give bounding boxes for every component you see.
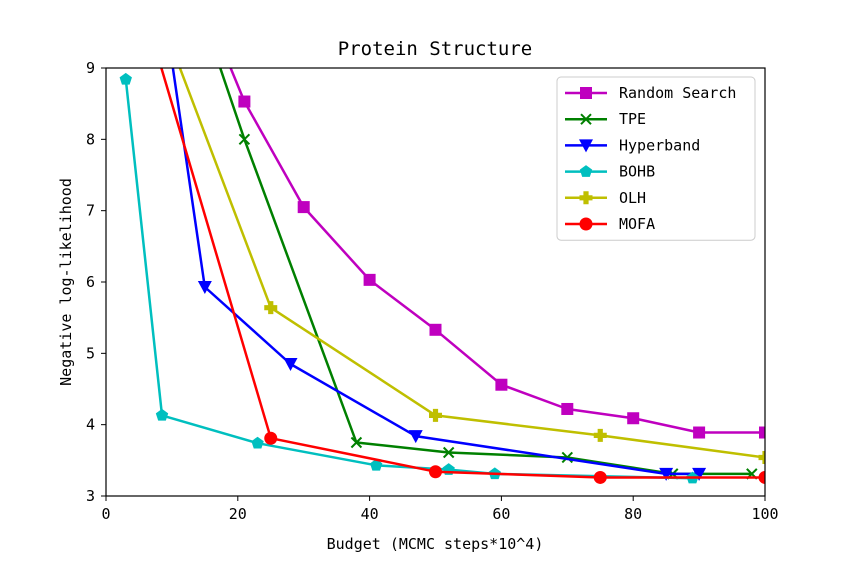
legend-marker	[580, 113, 592, 125]
data-point-random-search	[495, 378, 508, 391]
legend-item-random-search: Random Search	[565, 84, 736, 102]
legend-label: TPE	[619, 110, 646, 128]
y-tick-label: 3	[86, 487, 95, 505]
data-point-tpe	[442, 446, 455, 459]
y-tick-label: 6	[86, 273, 95, 291]
data-point-tpe	[350, 436, 363, 449]
data-point-olh	[429, 408, 442, 422]
data-point-random-search	[759, 426, 765, 439]
legend-item-tpe: TPE	[565, 110, 646, 128]
data-point-bohb	[370, 458, 383, 471]
y-tick-label: 9	[86, 59, 95, 77]
data-point-bohb	[251, 436, 264, 449]
x-tick-label: 40	[361, 505, 379, 523]
x-tick-label: 80	[624, 505, 642, 523]
series-hyperband	[171, 68, 707, 481]
legend-marker	[579, 139, 593, 153]
data-point-olh	[758, 450, 765, 464]
data-point-random-search	[693, 426, 706, 439]
legend-marker	[579, 191, 593, 205]
y-tick-label: 7	[86, 202, 95, 220]
y-tick-label: 8	[86, 130, 95, 148]
x-tick-label: 20	[229, 505, 247, 523]
legend-label: OLH	[619, 189, 646, 207]
data-point-random-search	[363, 273, 376, 286]
legend-marker	[579, 217, 593, 231]
legend-item-bohb: BOHB	[565, 163, 655, 181]
data-point-random-search	[297, 201, 310, 214]
data-point-mofa	[593, 470, 607, 484]
data-point-hyperband	[197, 280, 212, 294]
x-tick-label: 0	[101, 505, 110, 523]
data-point-tpe	[561, 451, 574, 464]
data-point-mofa	[264, 431, 278, 445]
data-point-bohb	[119, 72, 132, 85]
legend-label: MOFA	[619, 215, 655, 233]
data-point-tpe	[238, 133, 251, 146]
legend-item-mofa: MOFA	[565, 215, 655, 233]
x-tick-label: 100	[751, 505, 778, 523]
x-axis-label: Budget (MCMC steps*10^4)	[327, 535, 544, 553]
legend-label: Hyperband	[619, 136, 700, 154]
legend: Random Search TPE Hyperband BOHB OLH MOFA	[556, 76, 756, 241]
series-mofa	[160, 68, 765, 484]
data-point-hyperband	[283, 358, 298, 372]
data-point-mofa	[429, 465, 442, 479]
data-point-mofa	[758, 470, 765, 484]
data-point-random-search	[561, 402, 574, 415]
y-tick-label: 5	[86, 344, 95, 362]
data-point-random-search	[238, 95, 251, 108]
data-point-bohb	[155, 408, 169, 421]
legend-label: Random Search	[619, 84, 736, 102]
legend-item-olh: OLH	[565, 189, 646, 207]
data-point-random-search	[429, 323, 442, 336]
chart-title: Protein Structure	[338, 38, 532, 60]
legend-item-hyperband: Hyperband	[565, 136, 700, 154]
y-axis-label: Negative log-likelihood	[57, 178, 75, 386]
series-random-search	[229, 68, 765, 439]
series-line-hyperband	[171, 68, 700, 476]
data-point-hyperband	[692, 467, 707, 481]
legend-label: BOHB	[619, 163, 655, 181]
series-olh	[178, 68, 765, 464]
data-point-random-search	[627, 412, 640, 425]
data-point-hyperband	[659, 467, 674, 481]
legend-marker	[579, 165, 593, 177]
legend-box	[556, 76, 756, 241]
data-point-hyperband	[408, 430, 423, 444]
data-point-olh	[264, 301, 278, 315]
y-tick-label: 4	[86, 416, 95, 434]
x-tick-label: 60	[492, 505, 510, 523]
series-line-random-search	[229, 68, 765, 434]
legend-marker	[580, 87, 592, 99]
data-point-olh	[593, 428, 607, 442]
